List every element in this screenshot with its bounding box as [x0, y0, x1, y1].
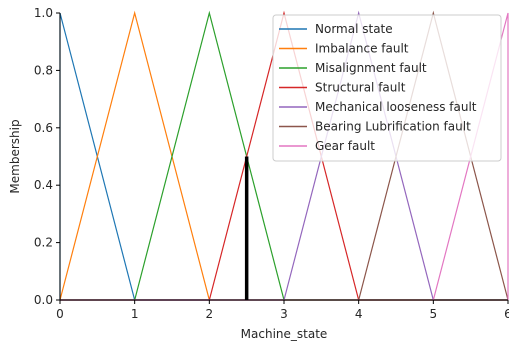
legend-frame [272, 14, 502, 162]
legend-label: Normal state [315, 22, 393, 36]
x-ticks: 0 1 2 3 4 5 6 [56, 300, 509, 321]
y-tick-label: 1.0 [34, 6, 53, 20]
x-axis-label: Machine_state [241, 327, 328, 341]
y-tick-label: 0.2 [34, 236, 53, 250]
x-tick-label: 5 [430, 307, 438, 321]
legend-label: Gear fault [315, 139, 375, 153]
y-tick-label: 0.4 [34, 178, 53, 192]
y-ticks: 0.0 0.2 0.4 0.6 0.8 1.0 [34, 6, 60, 307]
x-tick-label: 4 [355, 307, 363, 321]
legend-label: Imbalance fault [315, 42, 409, 56]
legend-label: Mechanical looseness fault [315, 100, 477, 114]
y-axis-label: Membership [8, 119, 22, 193]
legend-label: Misalignment fault [315, 61, 427, 75]
legend-label: Structural fault [315, 81, 406, 95]
axes: 0 1 2 3 4 5 6 0.0 0.2 0.4 0.6 0.8 1.0 Machine_state… [8, 6, 509, 341]
legend-label: Bearing Lubrification fault [315, 120, 471, 134]
x-tick-label: 1 [131, 307, 139, 321]
x-tick-label: 3 [280, 307, 288, 321]
x-tick-label: 6 [504, 307, 509, 321]
y-tick-label: 0.8 [34, 63, 53, 77]
x-tick-label: 0 [56, 307, 64, 321]
legend: Normal state Imbalance fault Misalignment … [272, 14, 502, 162]
x-tick-label: 2 [206, 307, 214, 321]
y-tick-label: 0.0 [34, 293, 53, 307]
y-tick-label: 0.6 [34, 121, 53, 135]
